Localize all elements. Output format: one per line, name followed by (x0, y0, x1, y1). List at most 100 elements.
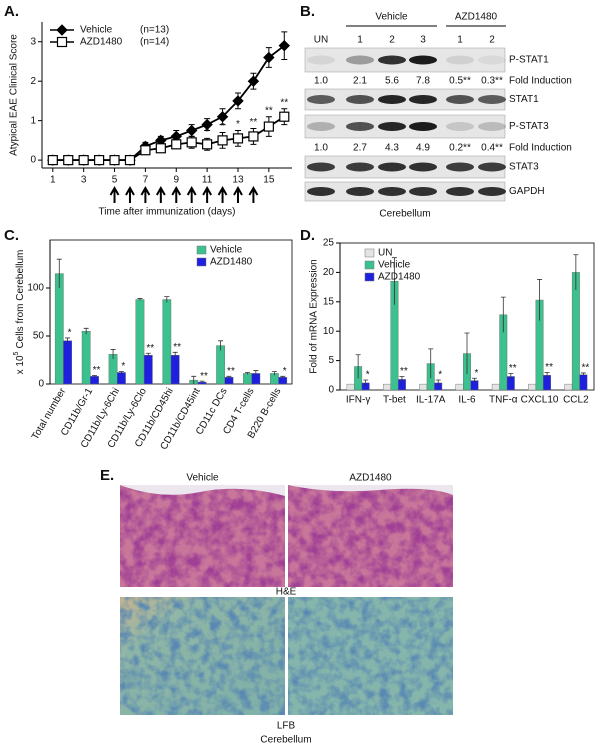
error-bar (500, 296, 506, 333)
bar (491, 383, 500, 391)
significance: ** (146, 343, 154, 354)
panel-label: A. (4, 3, 19, 20)
error-bar (65, 337, 71, 344)
lane-label: 2 (389, 35, 395, 46)
bar (224, 377, 234, 385)
y-tick-label: 20 (323, 267, 335, 278)
panel-label: B. (300, 3, 315, 20)
stain-label: H&E (276, 587, 297, 598)
y-tick-label: 0 (30, 155, 36, 166)
fold-value: 2.1 (353, 76, 367, 87)
x-tick-label: T-bet (383, 395, 406, 406)
bar (81, 331, 91, 385)
he-edge (120, 485, 285, 496)
fold-value: 5.6 (385, 76, 399, 87)
bar (528, 383, 537, 391)
blot-band (478, 162, 506, 172)
y-axis-label: x 105 Cells from Cerebellum (13, 250, 26, 375)
x-tick-label: 13 (232, 175, 244, 186)
fold-value: 0.2** (449, 143, 471, 154)
tissue-label: Cerebellum (260, 735, 311, 746)
y-tick-label: 0 (328, 385, 334, 396)
significance: * (205, 127, 209, 138)
x-tick-label: 1 (50, 175, 56, 186)
y-label-sup: 5 (13, 351, 20, 355)
lane-label: 1 (457, 35, 463, 46)
blot-band (409, 187, 437, 196)
y-tick-label: 2 (30, 76, 36, 87)
bar (90, 376, 99, 385)
series-line (52, 44, 285, 162)
tissue-label: Cerebellum (379, 209, 430, 220)
treatment-arrow (109, 185, 120, 203)
blot-band (446, 122, 474, 131)
significance: * (121, 361, 125, 372)
blot-band (409, 162, 437, 172)
data-point (109, 155, 120, 166)
data-point (278, 39, 290, 52)
error-bar (544, 371, 550, 379)
lane-label: 1 (357, 35, 363, 46)
lfb-texture (120, 597, 285, 715)
significance: ** (581, 363, 589, 374)
error-bar (244, 372, 250, 375)
error-bar (391, 257, 397, 305)
fold-value: 1.0 (314, 76, 328, 87)
x-tick-label: IFN-γ (346, 395, 370, 406)
y-tick-label: 0 (38, 379, 44, 390)
y-tick-label: 1 (30, 115, 36, 126)
data-point (93, 155, 105, 166)
legend-label: Vehicle (210, 245, 243, 256)
blot-band (378, 55, 406, 65)
legend-marker (56, 24, 68, 36)
error-bar (191, 375, 197, 384)
treatment-arrow (202, 185, 212, 203)
x-tick-label: 7 (143, 175, 149, 186)
legend-label: Vehicle (378, 260, 411, 271)
bar (243, 373, 252, 385)
blot-band (478, 95, 506, 104)
blot-band (346, 55, 374, 65)
fold-value: 7.8 (416, 76, 430, 87)
blot-band (446, 55, 474, 65)
x-tick-label: IL-17A (416, 395, 446, 406)
significance: * (283, 366, 287, 377)
panel-label: C. (4, 227, 19, 244)
error-bar (537, 279, 543, 321)
blot-band (446, 95, 474, 104)
significance: * (438, 370, 442, 381)
error-bar (172, 351, 178, 359)
error-bar (226, 375, 232, 379)
y-label-rest: Cells from Cerebellum (15, 250, 26, 349)
blot-band (409, 95, 437, 104)
error-bar (573, 254, 579, 291)
treatment-arrow (186, 185, 197, 203)
significance: ** (509, 363, 517, 374)
row-label: P-STAT3 (509, 121, 549, 132)
data-point (63, 155, 74, 166)
data-point (155, 143, 166, 154)
legend-label: UN (378, 248, 392, 259)
stain-label: LFB (277, 721, 296, 732)
blot-band (346, 122, 374, 131)
error-bar (580, 372, 586, 377)
legend-label: AZD1480 (210, 257, 253, 268)
data-point (216, 110, 229, 123)
blot-band (378, 187, 406, 196)
data-point (232, 133, 244, 144)
significance: ** (173, 342, 181, 353)
significance: * (236, 119, 240, 130)
y-tick-label: 15 (323, 296, 335, 307)
data-point (202, 139, 213, 150)
data-point (201, 118, 213, 131)
significance: * (68, 328, 72, 339)
data-point (247, 75, 260, 87)
he-texture (288, 485, 453, 587)
significance: ** (200, 371, 208, 382)
error-bar (280, 375, 286, 379)
error-bar (118, 371, 124, 374)
y-tick-label: 50 (33, 331, 45, 342)
y-tick-label: 10 (323, 326, 335, 337)
blot-band (378, 122, 406, 131)
